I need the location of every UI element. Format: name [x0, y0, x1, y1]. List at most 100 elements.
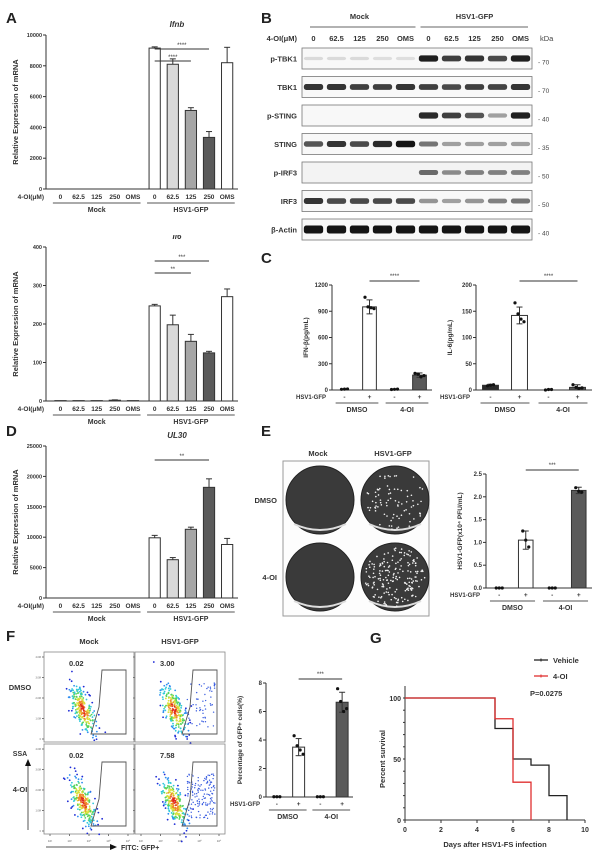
event-dot: [177, 723, 180, 726]
gfp-event-dot: [189, 807, 192, 809]
plaque: [421, 488, 424, 490]
event-dot: [82, 697, 85, 699]
event-dot: [70, 781, 73, 784]
event-dot: [159, 680, 162, 683]
event-dot: [79, 797, 82, 800]
data-point: [369, 306, 373, 310]
event-dot: [164, 709, 167, 712]
event-dot: [174, 735, 177, 738]
blot-band: [349, 198, 370, 204]
gfp-event-dot: [200, 784, 202, 786]
event-dot: [81, 702, 84, 705]
event-dot: [84, 693, 87, 696]
event-dot: [172, 794, 175, 797]
event-dot: [165, 716, 167, 719]
blot-band: [510, 170, 531, 175]
chart-title: UL30: [167, 432, 187, 440]
plaque: [412, 476, 415, 478]
event-dot: [86, 815, 89, 818]
y-tick-label: 50: [393, 757, 401, 764]
blot-band: [303, 56, 324, 61]
event-dot: [77, 706, 80, 709]
plaque: [395, 605, 398, 607]
gfp-event-dot: [209, 801, 212, 803]
data-point: [278, 795, 282, 799]
event-dot: [176, 816, 178, 819]
flow-row-label: DMSO: [9, 683, 32, 692]
ifn-beta-elisa-chart: 0 300 600 900 1200 IFN-β(pg/mL) - + - + HSV1-GFP DM…: [296, 274, 432, 414]
flow-x-axis-label: FITC: GFP+: [121, 845, 159, 852]
event-dot: [79, 701, 82, 704]
gfp-event-dot: [209, 686, 212, 688]
event-dot: [79, 715, 82, 718]
plaque: [416, 580, 418, 582]
gfp-event-dot: [195, 710, 198, 712]
event-dot: [78, 718, 81, 721]
gfp-event-dot: [209, 790, 212, 792]
bar: [148, 305, 161, 402]
plaque: [391, 559, 394, 562]
plaque: [399, 568, 401, 571]
bar: [166, 559, 179, 599]
gfp-event-dot: [209, 690, 211, 692]
plaque: [387, 566, 390, 568]
plaque: [412, 499, 414, 502]
gfp-event-dot: [186, 698, 189, 701]
event-dot: [184, 794, 187, 797]
event-dot: [179, 798, 181, 801]
blot-band: [303, 225, 324, 234]
event-dot: [88, 808, 90, 811]
x-tick-label: 0: [153, 194, 157, 201]
event-dot: [74, 775, 77, 778]
event-dot: [77, 778, 80, 781]
plaque: [379, 574, 382, 576]
x-tick-label: +: [340, 801, 344, 808]
event-dot: [81, 707, 84, 710]
event-dot: [180, 704, 183, 707]
event-dot: [178, 717, 181, 720]
event-dot: [92, 802, 95, 805]
event-dot: [88, 705, 91, 708]
gfp-event-dot: [201, 798, 203, 801]
event-dot: [167, 687, 170, 690]
event-dot: [88, 711, 91, 713]
event-dot: [177, 707, 180, 710]
event-dot: [185, 836, 187, 838]
plaque: [406, 577, 409, 580]
event-dot: [167, 807, 170, 810]
plaque: [414, 576, 416, 578]
gfp-event-dot: [212, 773, 214, 775]
gfp-event-dot: [202, 712, 204, 715]
gfp-event-dot: [190, 683, 192, 685]
gfp-event-dot: [206, 817, 209, 820]
event-dot: [79, 692, 82, 695]
bar: [202, 486, 216, 599]
x-tick-label: -: [498, 592, 500, 599]
plaque: [377, 494, 380, 496]
event-dot: [82, 787, 85, 790]
plaque: [388, 565, 391, 567]
x-tick-label: 250: [204, 603, 215, 610]
panel-label-g: G: [370, 630, 382, 647]
plaque: [408, 581, 411, 584]
plaque: [383, 513, 386, 516]
gfp-event-dot: [197, 789, 199, 791]
event-dot: [83, 712, 85, 715]
x-tick-label: 250: [109, 603, 120, 610]
data-point: [339, 387, 344, 391]
significance-label: ****: [177, 43, 187, 49]
gfp-event-dot: [194, 787, 196, 789]
event-dot: [169, 699, 172, 702]
flow-column-label: Mock: [79, 637, 99, 646]
event-dot: [71, 688, 73, 690]
event-dot: [178, 807, 181, 810]
gfp-event-dot: [201, 720, 203, 722]
lane-label: 125: [353, 34, 366, 43]
gfp-event-dot: [202, 716, 204, 719]
panel-label-e: E: [261, 423, 272, 440]
event-dot: [173, 823, 176, 826]
event-dot: [95, 735, 97, 738]
y-tick-label: 300: [318, 362, 329, 368]
blot-band: [441, 225, 462, 234]
gfp-event-dot: [191, 786, 193, 788]
